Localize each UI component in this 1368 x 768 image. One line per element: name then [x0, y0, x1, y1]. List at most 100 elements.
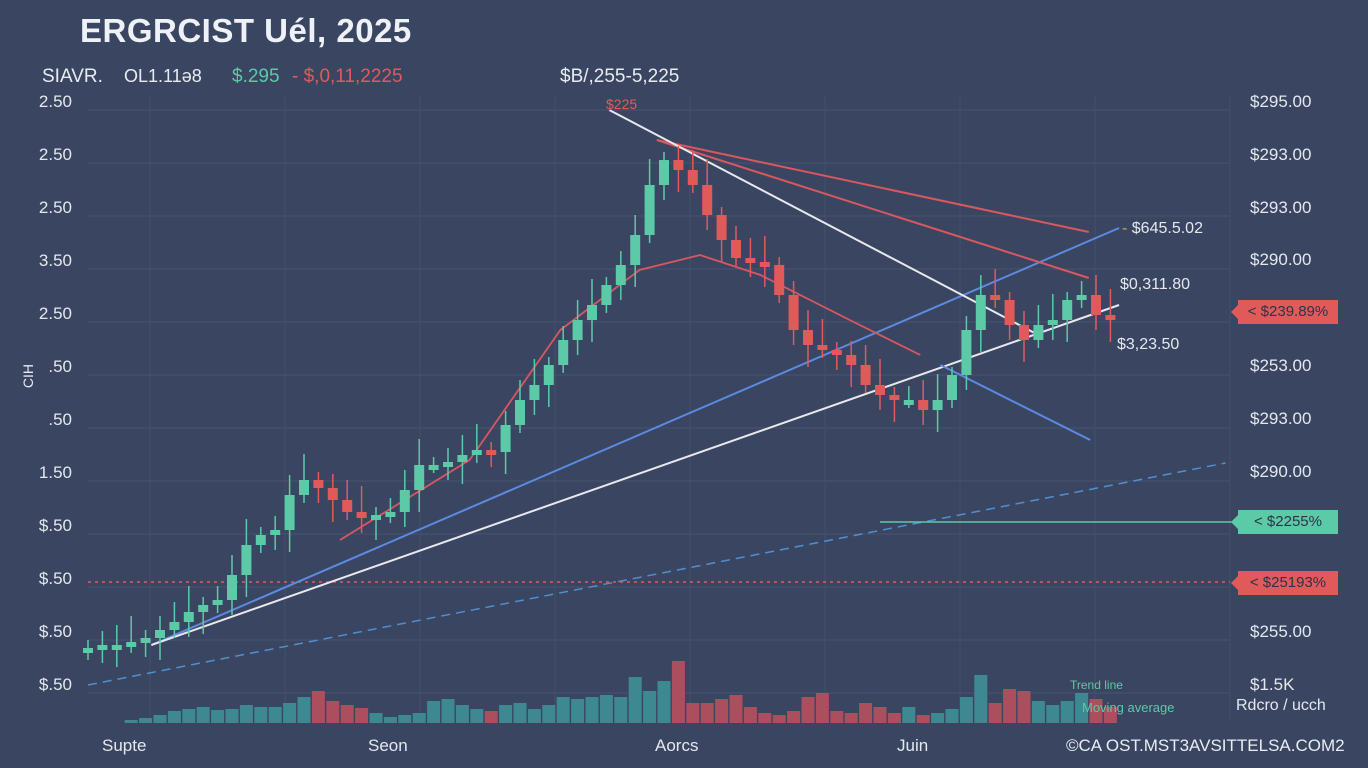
candle-body — [327, 488, 338, 500]
volume-bar — [326, 701, 340, 723]
volume-bar — [801, 697, 815, 723]
volume-bar — [815, 693, 829, 723]
legend-row-1: Trend line — [1070, 678, 1123, 692]
volume-bar — [1075, 693, 1089, 723]
chart-title: ERGRCIST Uél, 2025 — [80, 12, 412, 49]
volume-bar — [974, 675, 988, 723]
volume-bar — [527, 709, 541, 723]
volume-bar — [1046, 705, 1060, 723]
candle-body — [385, 512, 396, 517]
candle-body — [947, 375, 957, 400]
candle-body — [457, 455, 468, 462]
candle-body — [831, 350, 842, 355]
volume-bar — [427, 701, 441, 723]
right-axis-label: $295.00 — [1250, 92, 1312, 111]
trend-lines — [87, 109, 1232, 686]
right-axis-label: $293.00 — [1250, 409, 1312, 428]
candles — [83, 146, 1116, 667]
candle-body — [615, 265, 626, 285]
volume-bar — [743, 707, 757, 723]
candle-body — [299, 480, 309, 495]
x-label: Supte — [102, 736, 147, 755]
candle-body — [443, 462, 453, 467]
candle-body — [529, 385, 540, 400]
candle-body — [630, 235, 641, 265]
blue-support-line — [150, 227, 1120, 646]
volume-bar — [1060, 701, 1074, 723]
candle-body — [702, 185, 713, 215]
candle-body — [270, 530, 281, 535]
peak-label: $225 — [606, 96, 638, 112]
legend-row-2: Moving average — [1082, 700, 1175, 715]
candle-body — [572, 320, 583, 340]
volume-bar — [556, 697, 570, 723]
right-axis-label: $253.00 — [1250, 356, 1312, 375]
volume-bar — [455, 705, 469, 723]
volume-bar — [643, 691, 657, 723]
volume-bar — [686, 703, 700, 723]
candle-body — [918, 400, 929, 410]
candle-body — [255, 535, 266, 545]
candle-body — [1019, 325, 1029, 340]
x-label: Seon — [368, 736, 408, 755]
volume-bar — [211, 710, 225, 723]
volume-bar — [715, 699, 729, 723]
volume-bar — [297, 697, 311, 723]
candle-body — [644, 185, 655, 235]
candle-body — [1091, 295, 1101, 315]
x-label: Aorcs — [655, 736, 699, 755]
right-axis-label: $1.5K — [1250, 675, 1295, 694]
candle-body — [731, 240, 741, 258]
candle-body — [500, 425, 511, 452]
candle-body — [961, 330, 972, 375]
volume-bar — [599, 695, 613, 723]
candle-body — [169, 622, 180, 630]
candle-body — [198, 605, 209, 612]
volume-bar — [398, 715, 412, 723]
volume-bar — [988, 703, 1002, 723]
right-axis-label: $290.00 — [1250, 250, 1312, 269]
red-resistance-line-2 — [656, 139, 1090, 279]
annotation-3: $3,23.50 — [1117, 336, 1180, 353]
left-axis-label: $.50 — [38, 516, 72, 535]
candle-body — [860, 365, 871, 385]
candle-body — [716, 215, 727, 240]
candle-body — [97, 645, 108, 650]
candle-body — [486, 450, 497, 455]
volume-bar — [959, 697, 973, 723]
volume-bar — [671, 661, 685, 723]
candle-body — [673, 160, 684, 170]
candle-body — [1004, 300, 1015, 325]
dashed-trend-line — [87, 462, 1226, 686]
volume-bar — [729, 695, 743, 723]
right-axis-label: $293.00 — [1250, 145, 1312, 164]
volume-bar — [931, 713, 945, 723]
volume-bar — [830, 711, 844, 723]
candle-body — [1062, 300, 1073, 320]
left-axis-side-label: CIH — [20, 363, 37, 389]
candle-body — [990, 295, 1001, 300]
price-range: $B/,255-5,225 — [560, 66, 680, 87]
volume-bar — [916, 715, 930, 723]
volume-bar — [283, 703, 297, 723]
left-axis-label: $.50 — [38, 675, 72, 694]
volume-bar — [196, 707, 210, 723]
volume-bar — [153, 715, 167, 723]
left-axis-label: 2.50 — [38, 304, 72, 323]
volume-bar — [787, 711, 801, 723]
candle-body — [745, 258, 756, 263]
volume-bar — [628, 677, 642, 723]
volume-bar — [139, 718, 153, 723]
volume-bar — [844, 713, 858, 723]
volume-bar — [239, 705, 253, 723]
white-support-line — [151, 304, 1120, 646]
candle-body — [587, 305, 597, 320]
moving-average-line — [339, 254, 921, 541]
candle-body — [1105, 315, 1116, 320]
volume-bar — [772, 715, 786, 723]
price-badge-red-2: < $25193% — [1231, 571, 1338, 595]
candle-body — [515, 400, 525, 425]
volume-bar — [902, 707, 916, 723]
right-axis-label: $255.00 — [1250, 622, 1312, 641]
